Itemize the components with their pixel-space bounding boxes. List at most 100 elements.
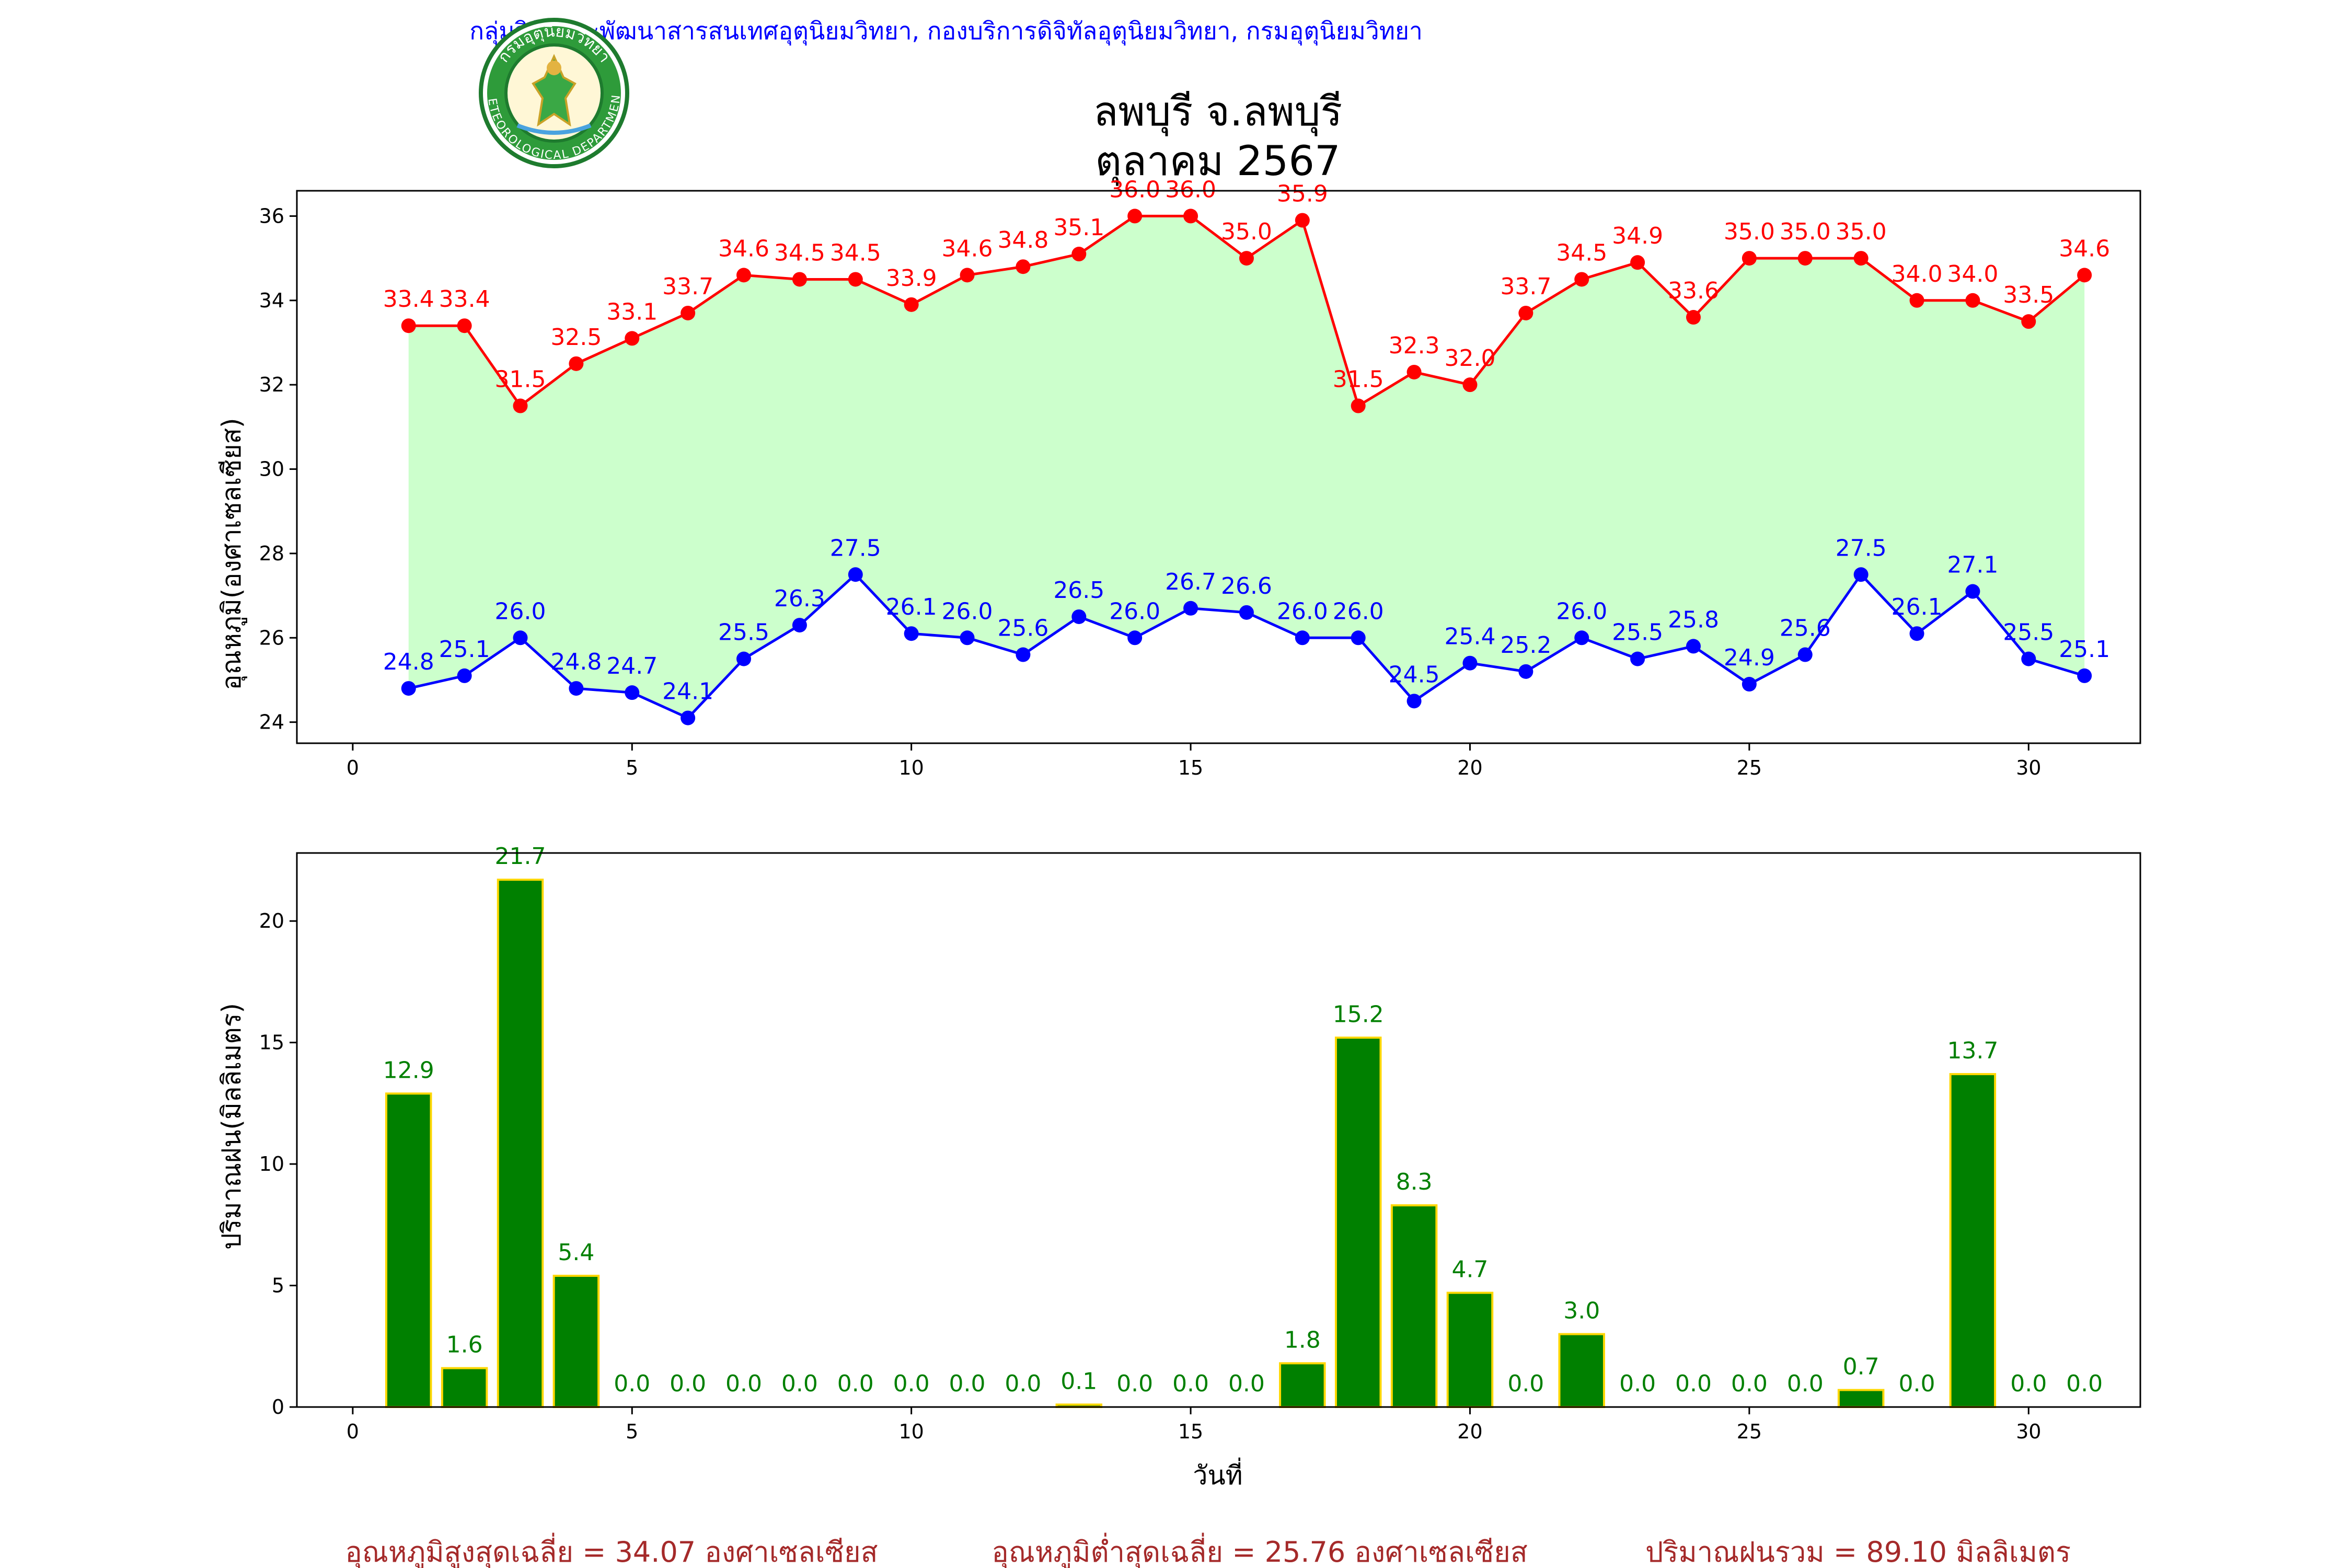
tmax-value-label: 34.5 bbox=[774, 239, 825, 266]
rainfall-x-tick-label: 5 bbox=[626, 1420, 638, 1443]
tmax-value-label: 34.6 bbox=[718, 235, 769, 262]
tmin-value-label: 24.1 bbox=[662, 678, 713, 705]
rain-bar bbox=[441, 1367, 488, 1408]
rain-bar bbox=[1446, 1292, 1494, 1408]
temperature-y-tick-label: 28 bbox=[259, 542, 284, 565]
rain-value-label: 0.0 bbox=[2066, 1370, 2103, 1397]
tmin-point bbox=[1239, 605, 1254, 620]
tmax-point bbox=[1518, 305, 1534, 320]
tmin-value-label: 26.6 bbox=[1221, 573, 1272, 599]
rainfall-y-tick-label: 20 bbox=[259, 909, 284, 932]
rain-value-label: 0.0 bbox=[1507, 1370, 1544, 1397]
rainfall-xlabel: วันที่ bbox=[1193, 1458, 1242, 1491]
tmax-value-label: 32.3 bbox=[1389, 332, 1440, 359]
tmax-point bbox=[960, 268, 975, 283]
temperature-y-tick-label: 32 bbox=[259, 373, 284, 396]
tmin-point bbox=[513, 630, 528, 645]
temperature-value-labels: 33.4 33.431.532.533.133.734.6 34.5 34.533.9… bbox=[383, 176, 2110, 705]
tmin-value-label: 26.0 bbox=[1333, 598, 1384, 625]
tmin-point bbox=[1071, 609, 1087, 624]
tmin-value-label: 25.1 bbox=[2059, 636, 2110, 663]
rain-value-label: 15.2 bbox=[1333, 1001, 1384, 1028]
tmax-point bbox=[848, 272, 863, 287]
rain-value-label: 0.7 bbox=[1843, 1353, 1880, 1380]
tmax-value-label: 35.0 bbox=[1836, 218, 1887, 245]
temperature-points bbox=[401, 209, 2092, 725]
rainfall-y-tick-label: 10 bbox=[259, 1152, 284, 1175]
tmin-value-label: 26.3 bbox=[774, 585, 825, 612]
tmax-value-label: 36.0 bbox=[1165, 176, 1216, 203]
rain-value-label: 0.0 bbox=[949, 1370, 986, 1397]
temperature-x-tick-label: 0 bbox=[347, 756, 359, 779]
rain-bar bbox=[552, 1274, 600, 1408]
tmin-value-label: 26.1 bbox=[1892, 594, 1943, 620]
rain-value-label: 0.0 bbox=[837, 1370, 874, 1397]
tmax-point bbox=[1686, 310, 1701, 325]
rain-value-label: 5.4 bbox=[558, 1239, 594, 1266]
tmin-point bbox=[1965, 584, 1980, 599]
tmin-point bbox=[625, 685, 640, 700]
tmax-point bbox=[2077, 268, 2092, 283]
tmin-point bbox=[1797, 647, 1813, 662]
rainfall-y-tick-label: 5 bbox=[272, 1274, 284, 1297]
tmin-point bbox=[904, 626, 919, 641]
tmax-point bbox=[1853, 251, 1869, 266]
rainfall-ylabel: ปริมาณฝน(มิลลิเมตร) bbox=[216, 1003, 247, 1250]
rain-value-label: 1.8 bbox=[1284, 1327, 1321, 1353]
tmin-value-label: 26.1 bbox=[886, 594, 937, 620]
tmax-point bbox=[1742, 251, 1757, 266]
rain-value-label: 21.7 bbox=[495, 843, 546, 870]
rainfall-y-tick-label: 15 bbox=[259, 1031, 284, 1054]
temperature-chart: 33.4 33.431.532.533.133.734.6 34.5 34.533.9… bbox=[216, 176, 2141, 779]
rain-value-label: 0.0 bbox=[1898, 1370, 1935, 1397]
tmin-point bbox=[1295, 630, 1310, 645]
temperature-axes: 0 5 10 15 20 25 30 24 26 28 30 32 34 36 bbox=[259, 190, 2141, 779]
tmin-point bbox=[1518, 664, 1534, 679]
rain-value-label: 0.0 bbox=[1228, 1370, 1265, 1397]
tmax-value-label: 34.9 bbox=[1612, 223, 1663, 249]
tmax-value-label: 33.7 bbox=[662, 273, 713, 300]
tmin-point bbox=[1406, 694, 1422, 709]
tmax-value-label: 34.6 bbox=[2059, 235, 2110, 262]
tmax-point bbox=[1183, 209, 1198, 224]
tmax-point bbox=[625, 331, 640, 346]
tmax-point bbox=[736, 268, 752, 283]
tmax-value-label: 31.5 bbox=[1333, 366, 1384, 393]
tmin-point bbox=[2021, 651, 2036, 666]
temperature-y-tick-label: 30 bbox=[259, 458, 284, 481]
rain-bar bbox=[1949, 1073, 1997, 1408]
tmin-value-label: 27.5 bbox=[1836, 535, 1887, 561]
agency-text: กลุ่มวิจัยและพัฒนาสารสนเทศอุตุนิยมวิทยา,… bbox=[469, 17, 1423, 46]
tmin-point bbox=[960, 630, 975, 645]
tmin-point bbox=[848, 567, 863, 582]
tmin-value-label: 27.1 bbox=[1947, 552, 1998, 579]
tmin-point bbox=[1686, 639, 1701, 654]
tmax-point bbox=[2021, 314, 2036, 329]
rain-value-label: 0.0 bbox=[725, 1370, 762, 1397]
temperature-fill-area bbox=[408, 216, 2085, 718]
rain-value-label: 0.0 bbox=[614, 1370, 650, 1397]
rain-value-label: 0.0 bbox=[781, 1370, 818, 1397]
rain-value-label: 3.0 bbox=[1563, 1298, 1600, 1324]
rain-value-label: 0.0 bbox=[1619, 1370, 1656, 1397]
tmin-point bbox=[569, 681, 584, 696]
temperature-ylabel: อุณหภูมิ(องศาเซลเซียส) bbox=[216, 418, 247, 690]
tmin-point bbox=[681, 710, 696, 725]
rainfall-x-tick-label: 15 bbox=[1178, 1420, 1203, 1443]
tmin-value-label: 25.1 bbox=[439, 636, 490, 663]
tmin-point bbox=[457, 668, 472, 683]
tmin-point bbox=[1909, 626, 1924, 641]
tmin-value-label: 25.5 bbox=[2003, 619, 2054, 646]
tmax-point bbox=[1239, 251, 1254, 266]
tmax-point bbox=[1351, 398, 1366, 413]
rain-bar bbox=[1390, 1204, 1438, 1408]
tmax-point bbox=[1630, 255, 1645, 270]
tmin-value-label: 25.5 bbox=[718, 619, 769, 646]
tmax-value-label: 34.6 bbox=[942, 235, 993, 262]
tmax-value-label: 35.0 bbox=[1724, 218, 1775, 245]
tmax-value-label: 35.9 bbox=[1277, 180, 1328, 207]
tmax-point bbox=[1016, 259, 1031, 274]
tmin-value-label: 26.0 bbox=[495, 598, 546, 625]
rain-bar bbox=[1837, 1389, 1885, 1408]
rain-value-label: 0.0 bbox=[1675, 1370, 1712, 1397]
